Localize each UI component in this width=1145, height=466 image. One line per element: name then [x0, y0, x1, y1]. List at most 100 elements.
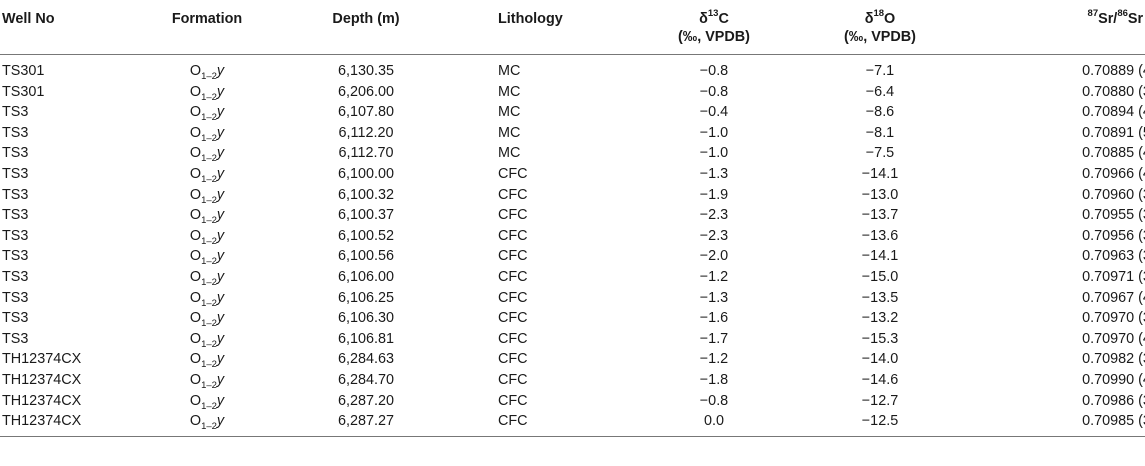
cell-delta18o: −14.0	[861, 351, 899, 368]
cell-delta13c: −1.3	[699, 165, 729, 182]
cell-sr-ratio: 0.70970 (3 × 10−6)	[1082, 310, 1145, 327]
cell-delta13c: −1.0	[699, 145, 729, 162]
table-row: TS3 O1–2y 6,112.20 MC −1.0 −8.1 0.70891 (5 × 1…	[0, 123, 1145, 144]
cell-sr-ratio: 0.70963 (3 × 10−6)	[1082, 248, 1145, 265]
cell-well: TS3	[2, 186, 29, 203]
table-row: TS301 O1–2y 6,206.00 MC −0.8 −6.4 0.70880 (3 ×…	[0, 82, 1145, 103]
table-row: TH12374CX O1–2y 6,287.20 CFC −0.8 −12.7 0.7098…	[0, 391, 1145, 412]
cell-delta13c: −2.3	[699, 227, 729, 244]
cell-formation: O1–2y	[189, 310, 225, 329]
cell-lithology: CFC	[498, 392, 528, 409]
cell-delta18o: −14.6	[861, 371, 899, 388]
cell-sr-ratio: 0.70894 (4 × 10−6)	[1082, 104, 1145, 121]
cell-sr-ratio: 0.70986 (3 × 10−6)	[1082, 392, 1145, 409]
cell-delta18o: −13.2	[861, 310, 899, 327]
cell-formation: O1–2y	[189, 330, 225, 350]
cell-lithology: CFC	[498, 371, 528, 388]
cell-well: TS3	[2, 310, 29, 327]
table-row: TS3 O1–2y 6,112.70 MC −1.0 −7.5 0.70885 (4 × 1…	[0, 143, 1145, 164]
cell-depth: 6,100.56	[337, 248, 395, 265]
cell-delta18o: −7.1	[865, 63, 895, 79]
header-row: Well No Formation Depth (m) Lithology δ1…	[0, 2, 1145, 55]
cell-depth: 6,284.63	[337, 351, 395, 368]
cell-formation: O1–2y	[189, 413, 225, 432]
cell-delta18o: −8.1	[865, 124, 895, 141]
cell-lithology: CFC	[498, 248, 528, 265]
cell-sr-ratio: 0.70891 (5 × 10−6)	[1082, 124, 1145, 141]
cell-delta18o: −15.0	[861, 268, 899, 285]
cell-delta13c: −1.9	[699, 186, 729, 203]
cell-delta13c: 0.0	[703, 413, 724, 430]
isotope-data-table: Well No Formation Depth (m) Lithology δ1…	[0, 2, 1145, 437]
table-row: TS3 O1–2y 6,106.00 CFC −1.2 −15.0 0.70971 (3 ×…	[0, 267, 1145, 288]
cell-sr-ratio: 0.70885 (4 × 10−6)	[1082, 145, 1145, 162]
cell-depth: 6,287.20	[337, 392, 395, 409]
cell-formation: O1–2y	[189, 104, 225, 124]
cell-formation: O1–2y	[189, 248, 225, 268]
cell-well: TS3	[2, 227, 29, 244]
header-delta18o: δ18O (‰, VPDB)	[800, 2, 960, 55]
cell-depth: 6,106.25	[337, 289, 395, 306]
cell-well: TS3	[2, 145, 29, 162]
cell-delta13c: −0.8	[699, 392, 729, 409]
cell-sr-ratio: 0.70967 (4 × 10−6)	[1082, 289, 1145, 306]
cell-lithology: MC	[498, 83, 521, 100]
cell-delta13c: −0.8	[699, 63, 729, 79]
cell-well: TS301	[2, 83, 45, 100]
cell-delta18o: −15.3	[861, 330, 899, 347]
cell-well: TS3	[2, 268, 29, 285]
cell-delta18o: −13.0	[861, 186, 899, 203]
cell-formation: O1–2y	[189, 207, 225, 227]
header-lithology: Lithology	[498, 11, 563, 27]
cell-delta13c: −2.0	[699, 248, 729, 265]
cell-formation: O1–2y	[189, 392, 225, 412]
cell-well: TS3	[2, 104, 29, 121]
cell-sr-ratio: 0.70956 (3 × 10−6)	[1082, 227, 1145, 244]
table-row: TS301 O1–2y 6,130.35 MC −0.8 −7.1 0.70889 (4 ×…	[0, 55, 1145, 82]
cell-delta18o: −13.7	[861, 207, 899, 224]
cell-well: TH12374CX	[2, 351, 82, 368]
cell-delta18o: −13.6	[861, 227, 899, 244]
cell-depth: 6,106.00	[337, 268, 395, 285]
cell-formation: O1–2y	[189, 371, 225, 391]
cell-depth: 6,106.30	[337, 310, 395, 327]
header-formation: Formation	[171, 11, 243, 27]
cell-well: TH12374CX	[2, 413, 82, 430]
cell-sr-ratio: 0.70955 (3 × 10−6)	[1082, 207, 1145, 224]
cell-lithology: CFC	[498, 351, 528, 368]
cell-depth: 6,287.27	[337, 413, 395, 430]
cell-delta13c: −2.3	[699, 207, 729, 224]
cell-lithology: MC	[498, 63, 521, 79]
cell-sr-ratio: 0.70880 (3 × 10−6)	[1082, 83, 1145, 100]
cell-well: TS3	[2, 124, 29, 141]
cell-sr-ratio: 0.70990 (4 × 10−6)	[1082, 371, 1145, 388]
table-row: TS3 O1–2y 6,106.81 CFC −1.7 −15.3 0.70970 (4 ×…	[0, 329, 1145, 350]
cell-formation: O1–2y	[189, 227, 225, 247]
header-delta13c: δ13C (‰, VPDB)	[628, 2, 800, 55]
cell-depth: 6,100.00	[337, 165, 395, 182]
cell-delta18o: −14.1	[861, 165, 899, 182]
table-row: TH12374CX O1–2y 6,287.27 CFC 0.0 −12.5 0.70985…	[0, 411, 1145, 436]
cell-delta18o: −8.6	[865, 104, 895, 121]
cell-sr-ratio: 0.70982 (3 × 10−6)	[1082, 351, 1145, 368]
cell-lithology: CFC	[498, 413, 528, 430]
cell-formation: O1–2y	[189, 83, 225, 103]
cell-well: TS301	[2, 63, 45, 79]
cell-lithology: CFC	[498, 227, 528, 244]
cell-well: TH12374CX	[2, 392, 82, 409]
cell-well: TS3	[2, 248, 29, 265]
cell-well: TS3	[2, 330, 29, 347]
cell-formation: O1–2y	[189, 124, 225, 144]
cell-lithology: CFC	[498, 268, 528, 285]
cell-depth: 6,206.00	[337, 83, 395, 100]
cell-sr-ratio: 0.70970 (4 × 10−6)	[1082, 330, 1145, 347]
cell-depth: 6,284.70	[337, 371, 395, 388]
cell-depth: 6,112.20	[338, 124, 394, 141]
cell-delta13c: −1.0	[699, 124, 729, 141]
cell-delta13c: −1.3	[699, 289, 729, 306]
cell-delta13c: −1.2	[699, 351, 729, 368]
cell-delta13c: −1.7	[699, 330, 729, 347]
cell-lithology: CFC	[498, 207, 528, 224]
cell-delta13c: −1.2	[699, 268, 729, 285]
cell-formation: O1–2y	[189, 268, 225, 288]
